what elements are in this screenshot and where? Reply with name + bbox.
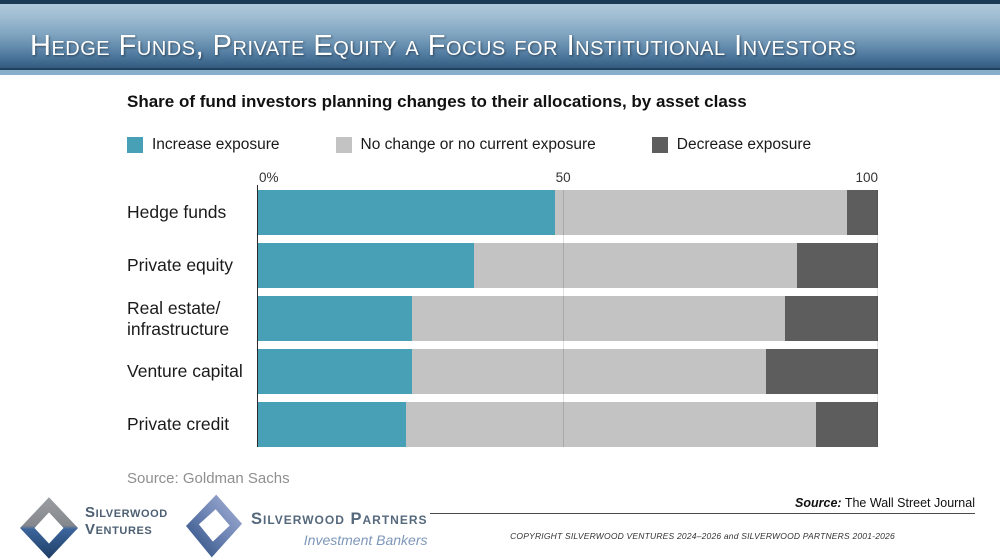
banner-divider-light	[0, 70, 1000, 75]
chart-row: Venture capital	[127, 349, 878, 394]
legend-label-increase: Increase exposure	[152, 136, 280, 153]
gridline-100	[877, 190, 878, 447]
legend-swatch-no-change	[335, 137, 352, 153]
partners-name: Silverwood Partners	[251, 510, 428, 528]
legend-swatch-decrease	[651, 137, 668, 153]
wsj-source-text: The Wall Street Journal	[844, 496, 975, 510]
bar-segment	[257, 243, 475, 288]
footer-divider-line	[430, 513, 975, 514]
bar-segment	[846, 190, 878, 235]
legend-label-decrease: Decrease exposure	[676, 136, 812, 153]
legend-swatch-increase	[127, 137, 143, 153]
banner-top-line	[0, 0, 1000, 4]
x-tick-100: 100	[855, 170, 878, 185]
stacked-bar-chart: 0% 50 100 Hedge funds Private equity Real …	[127, 170, 878, 455]
bar-segment	[257, 296, 413, 341]
chart-row: Real estate/ infrastructure	[127, 296, 878, 341]
header-banner: Hedge Funds, Private Equity a Focus for …	[0, 0, 1000, 75]
chart-row: Hedge funds	[127, 190, 878, 235]
ventures-wordmark: Silverwood Ventures	[85, 504, 168, 559]
bar-segment	[412, 349, 767, 394]
bar-segment	[815, 402, 878, 447]
ventures-line1: Silverwood	[85, 504, 168, 521]
partners-diamond-icon	[186, 494, 242, 558]
x-axis: 0% 50 100	[257, 170, 878, 191]
banner-gradient: Hedge Funds, Private Equity a Focus for …	[0, 4, 1000, 68]
category-label: Hedge funds	[127, 202, 227, 223]
bar-segment	[797, 243, 878, 288]
plot-area: Hedge funds Private equity Real estate/ in…	[127, 190, 878, 447]
bar-segment	[412, 296, 785, 341]
stacked-bar	[257, 349, 878, 394]
copyright-notice: COPYRIGHT SILVERWOOD VENTURES 2024–2026 …	[510, 531, 895, 541]
ventures-line2: Ventures	[85, 520, 153, 538]
stacked-bar	[257, 402, 878, 447]
gridline-50	[563, 190, 564, 447]
bar-segment	[766, 349, 878, 394]
bar-segment	[406, 402, 816, 447]
bar-segment	[784, 296, 878, 341]
partners-wordmark: Silverwood Partners Investment Bankers	[251, 510, 428, 559]
x-axis-tick-mark	[257, 185, 258, 191]
chart-row: Private equity	[127, 243, 878, 288]
chart-row: Private credit	[127, 402, 878, 447]
stacked-bar	[257, 190, 878, 235]
bar-segment	[257, 402, 407, 447]
category-label: Real estate/ infrastructure	[127, 298, 230, 339]
x-tick-0: 0%	[259, 170, 279, 185]
legend-label-no-change: No change or no current exposure	[360, 136, 596, 153]
bar-segment	[257, 190, 556, 235]
bar-segment	[474, 243, 798, 288]
legend-item-increase: Increase exposure	[127, 136, 280, 154]
wsj-source-label: Source:	[795, 496, 842, 510]
x-tick-50: 50	[555, 170, 571, 185]
category-label: Private equity	[127, 255, 234, 276]
stacked-bar	[257, 296, 878, 341]
y-axis-line	[257, 190, 258, 447]
chart-legend: Increase exposure No change or no curren…	[127, 136, 811, 154]
category-label: Venture capital	[127, 361, 243, 382]
silverwood-partners-logo: Silverwood Partners Investment Bankers	[186, 493, 428, 559]
wsj-source-note: Source: The Wall Street Journal	[795, 496, 975, 510]
ventures-diamond-icon	[20, 497, 78, 559]
banner-divider-dark	[0, 68, 1000, 70]
stacked-bar	[257, 243, 878, 288]
bar-segment	[555, 190, 847, 235]
bar-segment	[257, 349, 413, 394]
chart-source-note: Source: Goldman Sachs	[127, 470, 290, 487]
partners-subtitle: Investment Bankers	[303, 532, 428, 548]
slide-title: Hedge Funds, Private Equity a Focus for …	[30, 30, 857, 62]
chart-title: Share of fund investors planning changes…	[127, 92, 747, 111]
legend-item-decrease: Decrease exposure	[651, 136, 812, 154]
legend-item-no-change: No change or no current exposure	[335, 136, 596, 154]
silverwood-ventures-logo: Silverwood Ventures	[20, 497, 168, 559]
category-label: Private credit	[127, 414, 230, 435]
